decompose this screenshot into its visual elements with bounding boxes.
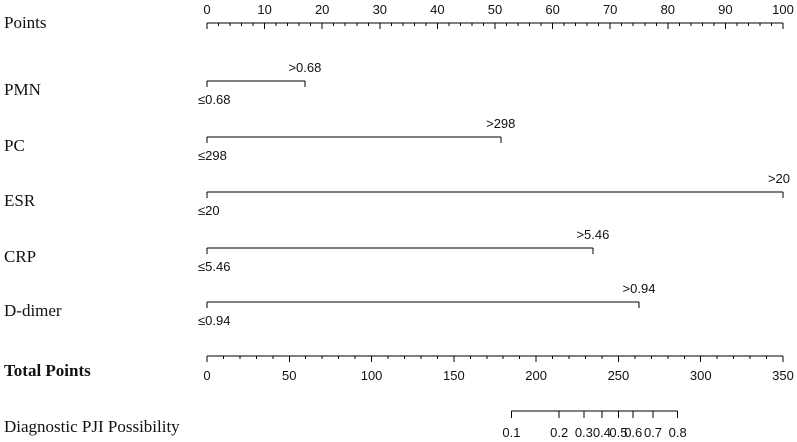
predictor-low-label: ≤0.94 (198, 313, 230, 328)
predictor-rows: PMN ≤0.68 >0.68 PC ≤298 >298 ESR ≤20 >20 CRP ≤5.46… (4, 60, 790, 328)
total-points-tick-label: 50 (282, 368, 296, 383)
total-points-tick-label: 250 (608, 368, 630, 383)
probability-axis-tick-label: 0.8 (669, 425, 687, 440)
predictor-name: PMN (4, 80, 41, 99)
probability-axis-label: Diagnostic PJI Possibility (4, 417, 180, 436)
predictor-high-label: >298 (486, 116, 515, 131)
probability-axis-tick-label: 0.2 (550, 425, 568, 440)
predictor-row: PC ≤298 >298 (4, 116, 515, 163)
total-points-tick-label: 300 (690, 368, 712, 383)
total-points-tick-label: 100 (361, 368, 383, 383)
predictor-high-label: >20 (768, 171, 790, 186)
predictor-high-label: >0.68 (288, 60, 321, 75)
points-axis-tick-label: 30 (373, 2, 387, 17)
points-axis-tick-label: 50 (488, 2, 502, 17)
probability-axis-tick-label: 0.6 (624, 425, 642, 440)
total-points-tick-label: 150 (443, 368, 465, 383)
predictor-high-label: >0.94 (623, 281, 656, 296)
total-points-tick-label: 0 (203, 368, 210, 383)
predictor-low-label: ≤298 (198, 148, 227, 163)
points-axis-label: Points (4, 13, 47, 32)
probability-axis-tick-label: 0.5 (609, 425, 627, 440)
probability-axis-tick-label: 0.1 (502, 425, 520, 440)
predictor-high-label: >5.46 (576, 227, 609, 242)
predictor-row: D-dimer ≤0.94 >0.94 (4, 281, 655, 328)
points-axis-tick-label: 10 (257, 2, 271, 17)
points-axis-tick-label: 90 (718, 2, 732, 17)
points-axis-tick-label: 80 (661, 2, 675, 17)
predictor-row: CRP ≤5.46 >5.46 (4, 227, 609, 274)
predictor-name: D-dimer (4, 301, 62, 320)
probability-axis-tick-label: 0.7 (644, 425, 662, 440)
predictor-low-label: ≤0.68 (198, 92, 230, 107)
points-axis-group: Points 0 10 20 30 40 50 60 70 80 90 100 (4, 2, 794, 32)
points-axis-tick-label: 20 (315, 2, 329, 17)
total-points-tick-label: 350 (772, 368, 794, 383)
probability-axis-group: Diagnostic PJI Possibility 0.1 0.2 0.3 0.40… (4, 410, 687, 440)
points-axis-tick-label: 60 (545, 2, 559, 17)
predictor-low-label: ≤20 (198, 203, 220, 218)
predictor-name: CRP (4, 247, 36, 266)
predictor-row: PMN ≤0.68 >0.68 (4, 60, 321, 107)
points-axis-tick-label: 100 (772, 2, 794, 17)
predictor-name: PC (4, 136, 25, 155)
points-axis-tick-label: 0 (203, 2, 210, 17)
points-axis-tick-label: 70 (603, 2, 617, 17)
predictor-low-label: ≤5.46 (198, 259, 230, 274)
total-points-tick-label: 200 (525, 368, 547, 383)
predictor-row: ESR ≤20 >20 (4, 171, 790, 218)
total-points-axis-label: Total Points (4, 361, 91, 380)
points-axis-tick-label: 40 (430, 2, 444, 17)
probability-axis-tick-label: 0.4 (593, 425, 611, 440)
probability-axis-tick-label: 0.3 (575, 425, 593, 440)
total-points-axis-group: Total Points 0 50 100 150 200 250 300 350 (4, 355, 794, 383)
predictor-name: ESR (4, 191, 36, 210)
